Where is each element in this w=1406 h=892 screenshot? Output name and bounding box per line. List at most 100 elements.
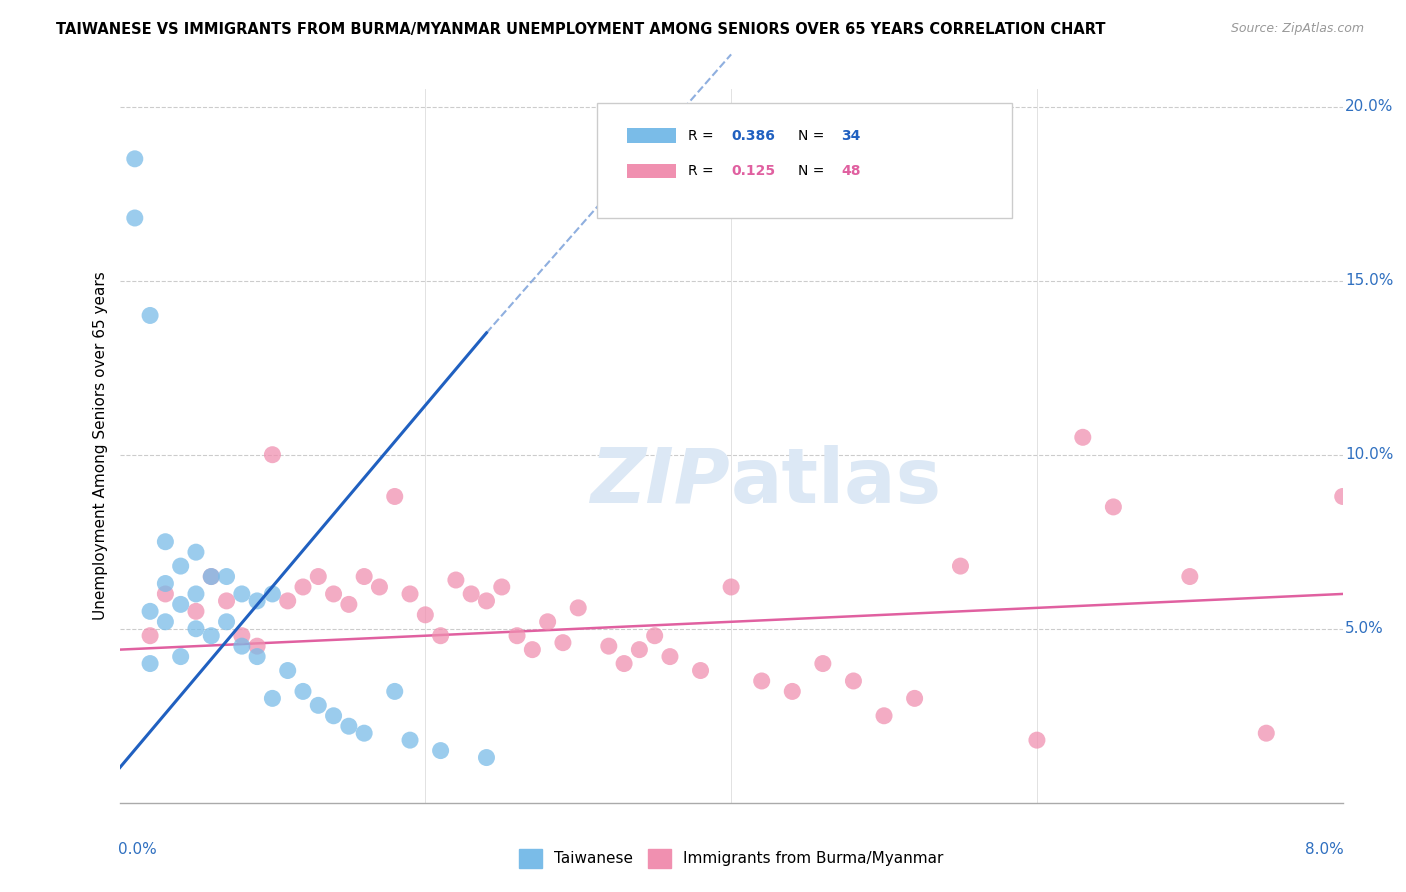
- Point: [551, 635, 574, 649]
- Point: [1102, 500, 1125, 514]
- Point: [644, 629, 666, 643]
- Point: [444, 573, 467, 587]
- Point: [215, 569, 238, 583]
- Point: [842, 673, 865, 688]
- Point: [506, 629, 529, 643]
- Point: [200, 569, 222, 583]
- Point: [353, 726, 375, 740]
- Point: [200, 569, 222, 583]
- Text: N =: N =: [799, 164, 830, 178]
- Point: [277, 664, 299, 678]
- Point: [475, 750, 498, 764]
- Point: [1026, 733, 1049, 747]
- Text: R =: R =: [689, 164, 718, 178]
- Text: ZIP: ZIP: [592, 445, 731, 518]
- Point: [139, 629, 162, 643]
- Point: [628, 642, 651, 657]
- Text: 15.0%: 15.0%: [1346, 273, 1393, 288]
- Y-axis label: Unemployment Among Seniors over 65 years: Unemployment Among Seniors over 65 years: [93, 272, 108, 620]
- Point: [613, 657, 636, 671]
- Point: [782, 684, 804, 698]
- Point: [720, 580, 742, 594]
- Point: [399, 733, 422, 747]
- Point: [155, 587, 177, 601]
- Point: [1071, 430, 1094, 444]
- Point: [246, 594, 269, 608]
- Point: [169, 559, 191, 574]
- Point: [184, 545, 207, 559]
- Text: 0.386: 0.386: [731, 128, 775, 143]
- Point: [399, 587, 422, 601]
- Point: [262, 448, 284, 462]
- Point: [215, 615, 238, 629]
- Point: [368, 580, 391, 594]
- Point: [429, 743, 451, 757]
- Point: [567, 600, 589, 615]
- Point: [337, 598, 360, 612]
- Text: atlas: atlas: [731, 445, 942, 518]
- Point: [1256, 726, 1278, 740]
- Point: [184, 587, 207, 601]
- Point: [139, 657, 162, 671]
- Point: [124, 211, 146, 225]
- Legend: Taiwanese, Immigrants from Burma/Myanmar: Taiwanese, Immigrants from Burma/Myanmar: [513, 843, 949, 873]
- Point: [246, 649, 269, 664]
- Point: [184, 604, 207, 618]
- Point: [155, 615, 177, 629]
- Point: [215, 594, 238, 608]
- Text: 8.0%: 8.0%: [1305, 842, 1344, 857]
- Text: 34: 34: [841, 128, 860, 143]
- Point: [262, 691, 284, 706]
- Text: 20.0%: 20.0%: [1346, 99, 1393, 114]
- Text: 48: 48: [841, 164, 860, 178]
- FancyBboxPatch shape: [596, 103, 1012, 218]
- Text: Source: ZipAtlas.com: Source: ZipAtlas.com: [1230, 22, 1364, 36]
- Point: [155, 534, 177, 549]
- Point: [200, 629, 222, 643]
- Point: [231, 639, 253, 653]
- Point: [262, 587, 284, 601]
- FancyBboxPatch shape: [627, 128, 676, 143]
- Text: 5.0%: 5.0%: [1346, 621, 1384, 636]
- Point: [903, 691, 925, 706]
- Text: TAIWANESE VS IMMIGRANTS FROM BURMA/MYANMAR UNEMPLOYMENT AMONG SENIORS OVER 65 YE: TAIWANESE VS IMMIGRANTS FROM BURMA/MYANM…: [56, 22, 1105, 37]
- Point: [949, 559, 972, 574]
- Point: [1331, 490, 1354, 504]
- Point: [1178, 569, 1201, 583]
- Point: [491, 580, 513, 594]
- Point: [598, 639, 620, 653]
- Point: [169, 598, 191, 612]
- Point: [231, 629, 253, 643]
- Point: [384, 684, 406, 698]
- Point: [353, 569, 375, 583]
- Text: 10.0%: 10.0%: [1346, 447, 1393, 462]
- Point: [169, 649, 191, 664]
- Point: [292, 580, 315, 594]
- Point: [184, 622, 207, 636]
- Point: [460, 587, 482, 601]
- Point: [384, 490, 406, 504]
- Point: [751, 673, 773, 688]
- Point: [231, 587, 253, 601]
- Point: [873, 708, 896, 723]
- Point: [139, 309, 162, 323]
- Point: [322, 587, 344, 601]
- Text: 0.125: 0.125: [731, 164, 775, 178]
- Point: [139, 604, 162, 618]
- Point: [246, 639, 269, 653]
- Point: [292, 684, 315, 698]
- Text: 0.0%: 0.0%: [118, 842, 157, 857]
- Point: [413, 607, 436, 622]
- Point: [124, 152, 146, 166]
- Point: [307, 569, 329, 583]
- Point: [155, 576, 177, 591]
- Point: [429, 629, 451, 643]
- Point: [475, 594, 498, 608]
- Point: [811, 657, 834, 671]
- Point: [522, 642, 544, 657]
- Text: R =: R =: [689, 128, 718, 143]
- FancyBboxPatch shape: [627, 164, 676, 178]
- Point: [337, 719, 360, 733]
- Point: [689, 664, 711, 678]
- Text: N =: N =: [799, 128, 830, 143]
